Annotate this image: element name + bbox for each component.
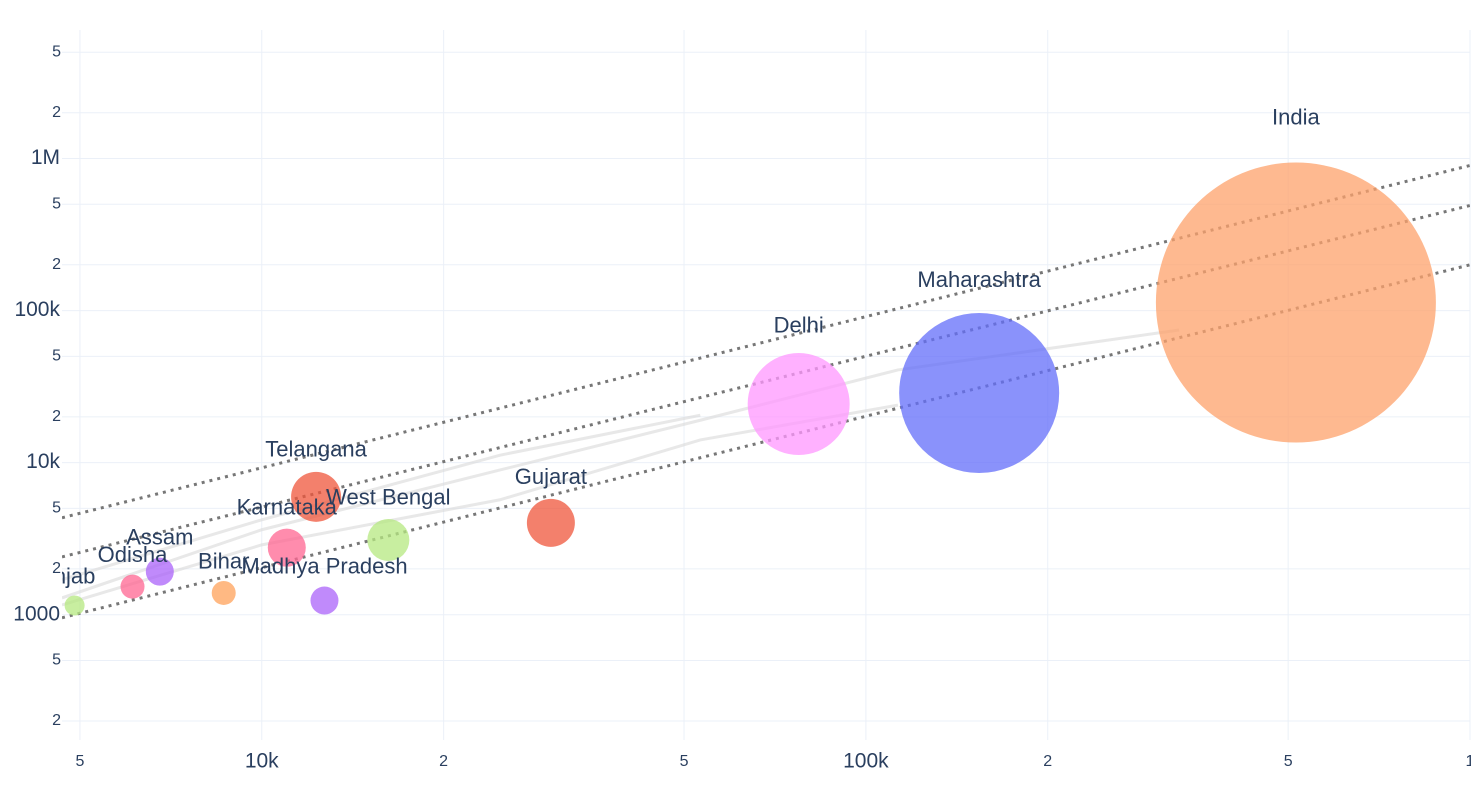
bubble-label: India — [1272, 104, 1320, 129]
x-tick-label: 2 — [439, 753, 448, 770]
bubble — [145, 557, 174, 586]
bubble — [120, 574, 145, 599]
y-tick-label: 5 — [52, 652, 61, 669]
x-tick-label: 5 — [680, 753, 689, 770]
y-tick-label: 5 — [52, 500, 61, 517]
y-tick-label: 5 — [52, 348, 61, 365]
bubble-label: Karnataka — [237, 495, 338, 520]
bubble-label: Delhi — [774, 313, 824, 338]
x-tick-label: 5 — [1284, 753, 1293, 770]
bubble — [310, 586, 339, 615]
plot-area: India Maharashtra Delhi Gujarat Telangana Wes… — [54, 104, 1470, 620]
bubble-label: Madhya Pradesh — [241, 554, 407, 579]
bubble — [899, 313, 1060, 474]
bubble-label: Odisha — [98, 542, 168, 567]
bubble — [526, 498, 575, 547]
y-tick-label: 10k — [26, 450, 60, 473]
y-tick-label: 1000 — [13, 602, 60, 625]
bubble-label: Bihar — [198, 548, 249, 573]
bubble-label: Maharashtra — [917, 267, 1041, 292]
x-tick-label: 1 — [1466, 753, 1471, 770]
bubble — [64, 595, 85, 616]
y-tick-label: 2 — [52, 256, 61, 273]
bubble — [1155, 162, 1436, 443]
bubble — [291, 471, 342, 522]
y-tick-label: 100k — [14, 298, 60, 321]
bubble — [367, 518, 410, 561]
y-tick-label: 5 — [52, 43, 61, 60]
bubble — [747, 353, 850, 455]
x-tick-label: 5 — [75, 753, 84, 770]
bubble-label: Assam — [126, 525, 193, 550]
x-tick-label: 10k — [245, 750, 279, 773]
bubble-label: njab — [54, 563, 96, 588]
bubble — [267, 528, 306, 567]
y-tick-label: 2 — [52, 560, 61, 577]
y-tick-label: 2 — [52, 712, 61, 729]
bubble — [211, 580, 236, 605]
bubble-label: Gujarat — [515, 464, 587, 489]
y-tick-label: 1M — [31, 146, 60, 169]
y-tick-label: 5 — [52, 196, 61, 213]
x-tick-label: 100k — [843, 750, 889, 773]
y-tick-label: 2 — [52, 104, 61, 121]
x-tick-label: 2 — [1043, 753, 1052, 770]
bubble-label: West Bengal — [326, 485, 450, 510]
y-tick-label: 2 — [52, 408, 61, 425]
trail-line — [62, 413, 701, 582]
bubble-label: Telangana — [265, 437, 367, 462]
